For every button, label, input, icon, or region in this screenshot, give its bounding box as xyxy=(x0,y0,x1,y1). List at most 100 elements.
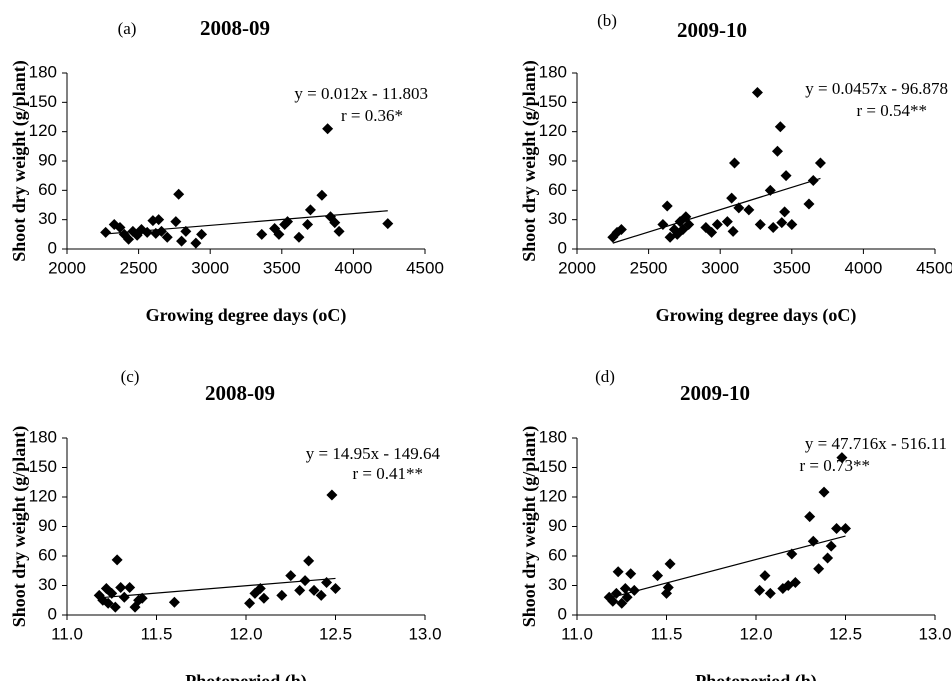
data-point xyxy=(628,584,640,596)
data-point xyxy=(308,584,320,596)
data-point xyxy=(115,581,127,593)
y-tick-label: 0 xyxy=(48,604,57,623)
y-tick-label: 60 xyxy=(38,545,57,564)
data-point xyxy=(106,587,118,599)
y-tick-label: 60 xyxy=(548,180,567,199)
x-axis-label: Photoperiod (h) xyxy=(695,671,817,681)
x-tick-label: 2000 xyxy=(48,258,86,277)
data-point xyxy=(244,597,256,609)
x-tick-label: 4000 xyxy=(334,258,372,277)
y-tick-label: 120 xyxy=(539,121,567,140)
y-tick-label: 180 xyxy=(539,62,567,81)
trend-line xyxy=(609,535,846,599)
data-point xyxy=(156,225,168,237)
data-point xyxy=(779,206,791,218)
data-point xyxy=(168,596,180,608)
data-point xyxy=(136,592,148,604)
x-tick-label: 13.0 xyxy=(408,624,441,643)
x-axis-label: Growing degree days (oC) xyxy=(656,305,857,326)
panel-title: 2008-09 xyxy=(200,16,270,40)
panel-label: (b) xyxy=(597,11,617,30)
data-point xyxy=(754,219,766,231)
y-tick-label: 0 xyxy=(558,604,567,623)
data-point xyxy=(176,235,188,247)
y-tick-label: 90 xyxy=(548,150,567,169)
data-point xyxy=(302,219,314,231)
data-point xyxy=(254,582,266,594)
y-tick-label: 150 xyxy=(29,457,57,476)
data-point xyxy=(256,228,268,240)
data-point xyxy=(153,214,165,226)
y-tick-label: 30 xyxy=(38,575,57,594)
equation: y = 0.0457x - 96.878 xyxy=(805,79,948,98)
x-axis-label: Photoperiod (h) xyxy=(185,671,307,681)
data-point xyxy=(786,219,798,231)
y-tick-label: 120 xyxy=(539,486,567,505)
data-point xyxy=(124,581,136,593)
data-point xyxy=(771,145,783,157)
data-point xyxy=(114,221,126,233)
data-point xyxy=(652,570,664,582)
data-point xyxy=(822,552,834,564)
y-tick-label: 120 xyxy=(29,486,57,505)
data-point xyxy=(754,584,766,596)
data-point xyxy=(258,592,270,604)
data-point xyxy=(329,217,341,229)
trend-line xyxy=(612,177,821,244)
data-point xyxy=(759,570,771,582)
data-point xyxy=(733,202,745,214)
data-point xyxy=(322,123,334,135)
data-point xyxy=(141,226,153,238)
y-tick-label: 0 xyxy=(48,238,57,257)
data-point xyxy=(118,591,130,603)
y-tick-label: 150 xyxy=(539,92,567,111)
data-point xyxy=(818,486,830,498)
x-tick-label: 12.0 xyxy=(229,624,262,643)
x-tick-label: 3500 xyxy=(773,258,811,277)
trend-line xyxy=(99,577,336,599)
y-axis-label: Shoot dry weight (g/plant) xyxy=(519,60,540,262)
data-point xyxy=(196,228,208,240)
data-point xyxy=(180,225,192,237)
r-value: r = 0.73** xyxy=(800,456,871,475)
data-point xyxy=(789,577,801,589)
y-tick-label: 30 xyxy=(38,209,57,228)
data-point xyxy=(803,198,815,210)
y-tick-label: 120 xyxy=(29,121,57,140)
y-tick-label: 60 xyxy=(38,180,57,199)
y-tick-label: 90 xyxy=(38,516,57,535)
data-point xyxy=(814,157,826,169)
data-point xyxy=(804,511,816,523)
data-point xyxy=(751,87,763,99)
data-point xyxy=(330,582,341,594)
x-tick-label: 11.0 xyxy=(561,624,593,643)
equation: y = 0.012x - 11.803 xyxy=(294,84,428,103)
data-point xyxy=(683,219,695,231)
panel-title: 2009-10 xyxy=(680,381,750,405)
data-point xyxy=(625,568,637,580)
data-point xyxy=(661,200,673,212)
y-tick-label: 60 xyxy=(548,545,567,564)
data-point xyxy=(831,522,843,534)
data-point xyxy=(285,570,297,582)
data-point xyxy=(825,540,837,552)
y-axis-label: Shoot dry weight (g/plant) xyxy=(9,60,30,262)
data-point xyxy=(111,554,123,566)
data-point xyxy=(190,237,202,249)
data-point xyxy=(807,535,819,547)
r-value: r = 0.54** xyxy=(857,101,928,120)
data-point xyxy=(764,587,776,599)
y-tick-label: 0 xyxy=(558,238,567,257)
data-point xyxy=(293,231,305,243)
data-point xyxy=(610,587,622,599)
data-point xyxy=(102,597,114,609)
panel-title: 2009-10 xyxy=(677,18,747,42)
data-point xyxy=(664,558,676,570)
y-axis-label: Shoot dry weight (g/plant) xyxy=(9,426,30,628)
y-tick-label: 30 xyxy=(548,209,567,228)
trend-line xyxy=(105,210,388,235)
data-point xyxy=(727,225,739,237)
data-point xyxy=(326,489,338,501)
y-tick-label: 150 xyxy=(539,457,567,476)
